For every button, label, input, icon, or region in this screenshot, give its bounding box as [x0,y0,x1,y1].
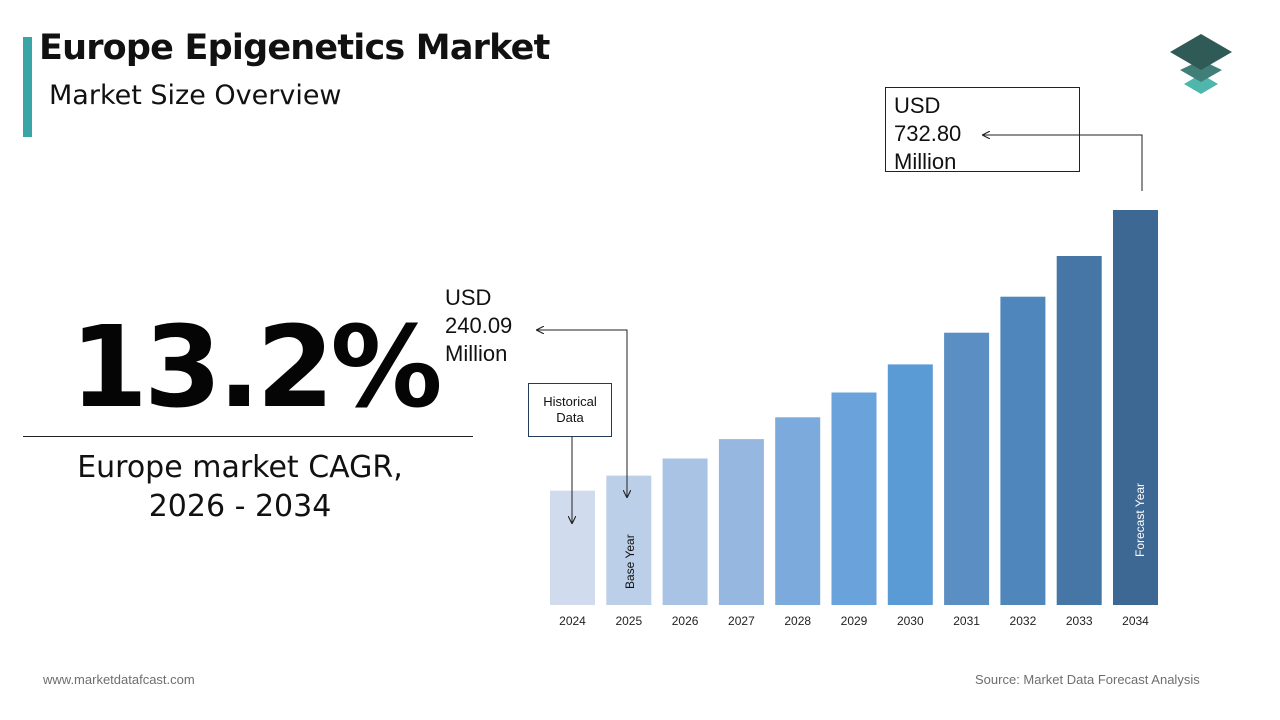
x-tick-label-2026: 2026 [672,614,699,628]
x-tick-label-2033: 2033 [1066,614,1093,628]
x-tick-label-2030: 2030 [897,614,924,628]
bar-2032 [1000,296,1046,605]
base-value-callout: USD 240.09 Million [445,284,512,368]
bar-2028 [775,417,821,605]
bar-2030 [887,364,933,605]
cagr-label-line1: Europe market CAGR, [77,450,403,485]
title-accent-bar [23,37,32,137]
end-value-unit: Million [894,149,957,174]
bar-2031 [944,332,990,605]
cagr-label-line2: 2026 - 2034 [148,489,332,524]
x-tick-label-2025: 2025 [615,614,642,628]
end-value-arrow [983,135,1143,191]
bar-2029 [831,392,877,605]
x-tick-label-2031: 2031 [953,614,980,628]
forecast-year-label: Forecast Year [1133,483,1147,557]
x-tick-label-2032: 2032 [1010,614,1037,628]
footer-source: Source: Market Data Forecast Analysis [975,672,1200,687]
x-tick-label-2028: 2028 [784,614,811,628]
end-value-amount: 732.80 [894,121,962,146]
bar-2027 [718,439,764,605]
cagr-value: 13.2% [70,303,443,433]
page-title: Europe Epigenetics Market [39,28,550,68]
base-value-currency: USD [445,285,492,310]
layers-logo-icon [1170,34,1232,94]
x-tick-label-2024: 2024 [559,614,586,628]
base-value-arrow [537,330,627,497]
page-subtitle: Market Size Overview [49,80,342,111]
footer-website: www.marketdatafcast.com [43,672,195,687]
end-value-callout: USD 732.80 Million [885,87,1080,174]
bar-2033 [1056,256,1102,605]
base-value-amount: 240.09 [445,313,513,338]
cagr-divider [23,436,473,437]
x-tick-label-2027: 2027 [728,614,755,628]
cagr-label: Europe market CAGR, 2026 - 2034 [40,448,440,526]
x-tick-label-2029: 2029 [841,614,868,628]
base-value-unit: Million [445,341,508,366]
bar-2034 [1113,210,1158,605]
end-value-currency: USD [894,93,941,118]
x-tick-label-2034: 2034 [1122,614,1149,628]
base-year-label: Base Year [623,534,637,589]
bar-2026 [662,458,708,605]
